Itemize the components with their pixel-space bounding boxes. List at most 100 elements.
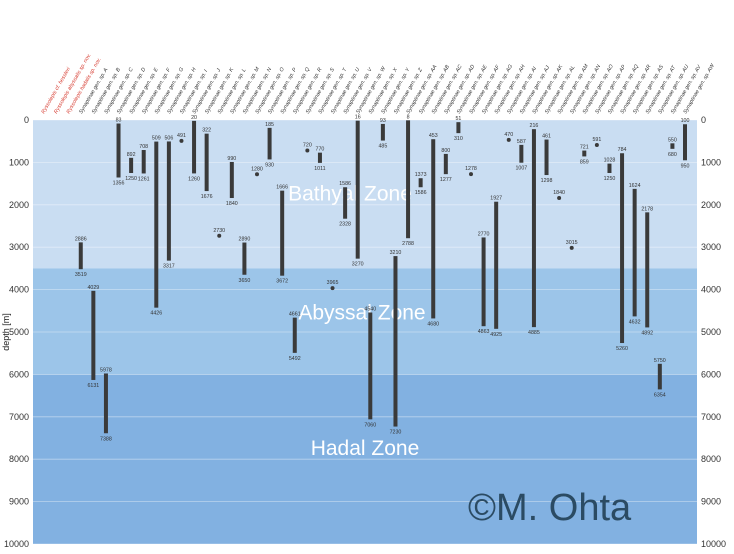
range-top-label-45: 1028 — [604, 158, 616, 164]
range-bottom-label-47: 4632 — [629, 319, 641, 325]
range-point-17 — [255, 172, 259, 177]
range-top-label-46: 784 — [618, 147, 627, 153]
range-label-14: 2730 — [213, 228, 225, 234]
range-bar-38 — [519, 144, 524, 163]
range-bar-46 — [620, 153, 625, 344]
range-bottom-label-15: 1840 — [226, 201, 238, 207]
copyright-watermark: ©M. Ohta — [468, 487, 632, 529]
y-tick-left-1: 1000 — [9, 157, 29, 167]
range-top-label-29: 8 — [407, 114, 410, 120]
range-bottom-label-27: 485 — [378, 144, 387, 150]
range-bottom-label-46: 5260 — [616, 346, 628, 352]
range-label-41: 1840 — [553, 190, 565, 196]
y-tick-right-3: 3000 — [701, 242, 721, 252]
range-label-44: 591 — [592, 137, 601, 143]
range-bar-18 — [267, 127, 272, 160]
range-bar-5 — [103, 373, 108, 434]
range-bottom-label-38: 1007 — [515, 166, 527, 172]
y-tick-left-0: 0 — [24, 115, 29, 125]
range-label-37: 470 — [504, 132, 513, 138]
y-tick-right-7: 7000 — [701, 412, 721, 422]
range-bar-10 — [166, 141, 171, 261]
range-top-label-49: 5750 — [654, 358, 666, 364]
range-top-label-16: 2890 — [239, 237, 251, 243]
range-bar-9 — [154, 141, 159, 308]
range-top-label-27: 93 — [380, 118, 386, 124]
range-top-label-51: 100 — [681, 118, 690, 124]
y-tick-left-4: 4000 — [9, 285, 29, 295]
range-top-label-4: 4029 — [87, 285, 99, 291]
range-bar-30 — [418, 178, 423, 188]
range-top-label-10: 506 — [164, 135, 173, 141]
range-bottom-label-50: 680 — [668, 152, 677, 158]
range-bottom-label-33: 310 — [454, 136, 463, 142]
range-bottom-label-35: 4863 — [478, 329, 490, 335]
range-bar-32 — [443, 153, 448, 175]
range-bar-19 — [280, 190, 285, 276]
range-bar-45 — [607, 163, 612, 173]
range-top-label-47: 1624 — [629, 183, 641, 189]
range-bottom-label-28: 7230 — [390, 430, 402, 436]
range-bottom-label-43: 859 — [580, 159, 589, 165]
range-bottom-label-29: 2788 — [402, 241, 414, 247]
range-bottom-label-18: 930 — [265, 162, 274, 168]
y-tick-left-7: 7000 — [9, 412, 29, 422]
range-bar-35 — [481, 237, 486, 327]
range-bar-36 — [494, 201, 499, 329]
range-top-label-22: 770 — [316, 147, 325, 153]
range-top-label-31: 453 — [429, 133, 438, 139]
range-bar-7 — [129, 157, 134, 173]
range-bottom-label-16: 3650 — [239, 278, 251, 284]
range-bottom-label-20: 5492 — [289, 356, 301, 362]
y-tick-left-6: 6000 — [9, 369, 29, 379]
range-bottom-label-8: 1261 — [138, 176, 150, 182]
y-tick-right-8: 8000 — [701, 454, 721, 464]
range-bar-26 — [368, 312, 373, 420]
range-bar-6 — [116, 123, 121, 178]
range-bottom-label-39: 4885 — [528, 330, 540, 336]
range-bar-51 — [683, 124, 687, 161]
range-bar-22 — [317, 152, 322, 163]
zone-label-1: Abyssal Zone — [298, 301, 425, 324]
y-tick-left-5: 5000 — [9, 327, 29, 337]
range-top-label-18: 185 — [265, 122, 274, 128]
range-top-label-20: 4661 — [289, 312, 301, 318]
range-top-label-28: 3210 — [390, 250, 402, 256]
zone-band-2 — [33, 374, 697, 544]
y-tick-right-6: 6000 — [701, 369, 721, 379]
range-top-label-25: 16 — [355, 115, 361, 121]
range-point-21 — [305, 148, 310, 153]
range-label-34: 1278 — [465, 166, 477, 172]
y-tick-right-0: 0 — [701, 115, 706, 125]
range-label-23: 3965 — [327, 280, 339, 286]
range-bar-8 — [141, 150, 146, 174]
range-bar-50 — [670, 143, 675, 149]
range-bar-3 — [78, 242, 83, 270]
range-bottom-label-26: 7060 — [364, 422, 376, 428]
range-bar-49 — [657, 363, 662, 390]
range-top-label-3: 2886 — [75, 236, 87, 242]
y-tick-right-10: 10000 — [701, 539, 726, 549]
range-bottom-label-49: 6354 — [654, 392, 666, 398]
range-bottom-label-40: 1298 — [541, 178, 553, 184]
depth-zone-bands — [33, 120, 697, 544]
range-label-42: 3015 — [566, 240, 578, 246]
range-bar-4 — [91, 290, 96, 380]
range-bottom-label-45: 1250 — [604, 176, 616, 182]
range-top-label-39: 216 — [530, 123, 539, 129]
range-bottom-label-3: 3519 — [75, 272, 87, 278]
range-point-11 — [179, 138, 184, 143]
range-point-42 — [569, 245, 574, 250]
range-bottom-label-24: 2328 — [339, 222, 351, 228]
range-bar-31 — [431, 139, 436, 319]
y-tick-left-9: 9000 — [9, 497, 29, 507]
range-top-label-36: 1927 — [490, 196, 502, 202]
range-point-37 — [506, 137, 511, 142]
range-bottom-label-25: 3270 — [352, 262, 364, 268]
range-bottom-label-31: 4680 — [427, 321, 439, 327]
range-bottom-label-51: 950 — [681, 163, 690, 169]
range-label-11: 491 — [177, 133, 186, 139]
range-bottom-label-6: 1356 — [113, 180, 125, 186]
